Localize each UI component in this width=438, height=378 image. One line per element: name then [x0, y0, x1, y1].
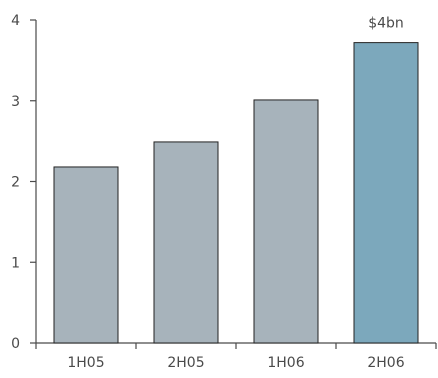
bar-1h05: [53, 166, 119, 344]
y-tick-label: 1: [11, 255, 20, 271]
y-tick-label: 4: [11, 13, 20, 29]
x-tick-label: 2H05: [167, 355, 204, 371]
bars: [53, 42, 419, 344]
x-tick-label: 1H06: [267, 355, 304, 371]
x-tick-label: 2H06: [367, 355, 404, 371]
bar-annotation-label: $4bn: [368, 16, 404, 32]
bar-1h06: [253, 99, 319, 344]
bar-2h06: [353, 42, 419, 344]
y-tick-label: 3: [11, 94, 20, 110]
y-tick-label: 0: [11, 336, 20, 352]
x-tick-label: 1H05: [67, 355, 104, 371]
labels: 0 1 2 3 4 1H05 2H05 1H06 2H06 $4bn: [11, 13, 405, 371]
bar-2h05: [153, 141, 219, 344]
y-tick-label: 2: [11, 175, 20, 191]
